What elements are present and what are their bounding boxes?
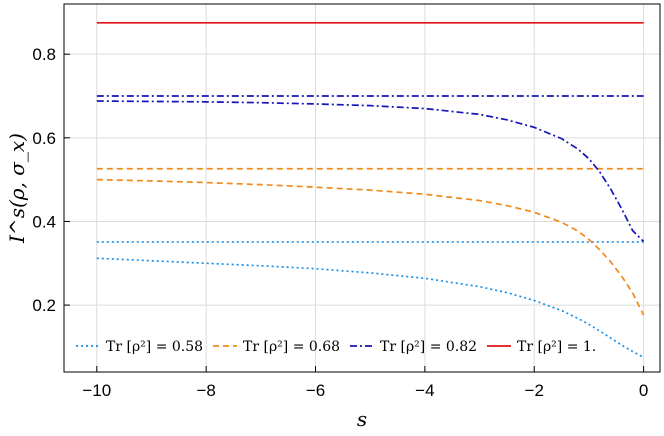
plot-frame — [63, 3, 661, 373]
series-2-curve — [96, 100, 645, 243]
x-tick-label: −8 — [196, 381, 215, 400]
x-tick-label: −10 — [82, 381, 111, 400]
y-axis-title: I^s(ρ, σ_x) — [5, 133, 29, 244]
x-tick-label: −6 — [306, 381, 325, 400]
legend-label: Tr [ρ²] = 1. — [517, 339, 596, 355]
x-axis-title: s — [357, 407, 367, 431]
y-tick-label: 0.4 — [32, 212, 56, 231]
y-tick-label: 0.2 — [32, 296, 56, 315]
x-tick-label: −4 — [415, 381, 434, 400]
legend-label: Tr [ρ²] = 0.58 — [106, 339, 203, 355]
x-tick-label: −2 — [525, 381, 544, 400]
legend: Tr [ρ²] = 0.58 Tr [ρ²] = 0.68 Tr [ρ²] = 0.… — [76, 339, 596, 355]
series-0-curve — [96, 257, 645, 359]
series-1-curve — [96, 178, 645, 316]
series — [96, 21, 645, 359]
y-tick-label: 0.8 — [32, 45, 56, 64]
axis-ticks: −10 −8 −6 −4 −2 0 0.2 0.4 0.6 0.8 — [32, 45, 648, 400]
x-tick-label: 0 — [639, 381, 648, 400]
legend-label: Tr [ρ²] = 0.68 — [243, 339, 340, 355]
legend-label: Tr [ρ²] = 0.82 — [380, 339, 477, 355]
y-tick-label: 0.6 — [32, 129, 56, 148]
